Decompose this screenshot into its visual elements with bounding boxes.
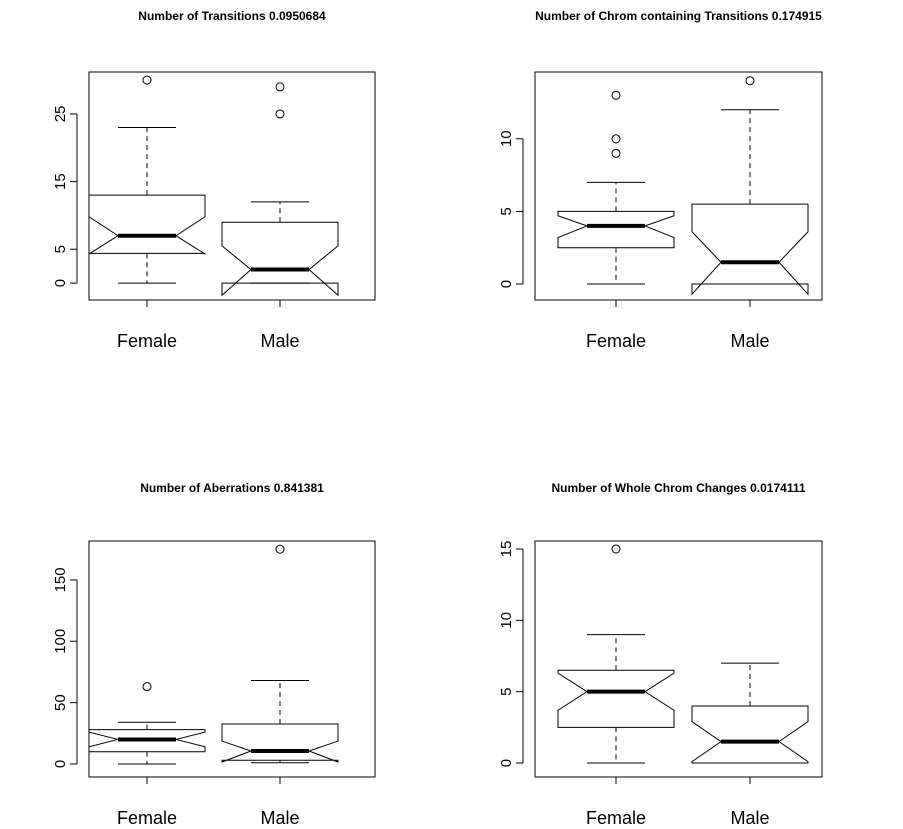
y-tick-label: 0	[498, 759, 515, 767]
outlier	[142, 682, 152, 692]
chart-title: Number of Chrom containing Transitions 0…	[535, 9, 822, 23]
x-tick-label: Male	[730, 808, 769, 828]
y-tick-label: 25	[52, 106, 69, 123]
box-body	[221, 723, 339, 763]
box-body	[88, 729, 206, 753]
y-tick-label: 15	[52, 173, 69, 190]
x-tick-label: Male	[730, 331, 769, 351]
x-tick-label: Male	[260, 331, 299, 351]
box-body	[557, 210, 675, 249]
box-body	[557, 669, 675, 728]
x-tick-label: Male	[260, 808, 299, 828]
outlier	[611, 134, 621, 144]
y-tick-label: 150	[52, 567, 69, 592]
outlier	[275, 544, 285, 554]
x-tick-label: Female	[586, 331, 646, 351]
y-tick-label: 5	[498, 207, 515, 215]
y-tick-label: 0	[52, 760, 69, 768]
box-body	[88, 194, 206, 255]
y-tick-label: 10	[498, 612, 515, 629]
x-tick-label: Female	[117, 808, 177, 828]
x-tick-label: Female	[117, 331, 177, 351]
plot-frame	[88, 540, 376, 778]
y-tick-label: 5	[52, 245, 69, 253]
y-tick-label: 100	[52, 629, 69, 654]
x-tick-label: Female	[586, 808, 646, 828]
y-tick-label: 50	[52, 694, 69, 711]
outlier	[611, 90, 621, 100]
chart-title: Number of Transitions 0.0950684	[138, 9, 326, 23]
chart-title: Number of Aberrations 0.841381	[140, 481, 324, 495]
plot-frame	[88, 71, 376, 301]
box-body	[691, 203, 809, 296]
y-tick-label: 0	[52, 279, 69, 287]
box-body	[221, 221, 339, 297]
outlier	[611, 544, 621, 554]
plot-frame	[534, 71, 823, 301]
outlier	[745, 76, 755, 86]
plot-frame	[534, 540, 823, 778]
outlier	[142, 75, 152, 85]
y-tick-label: 5	[498, 688, 515, 696]
outlier	[611, 148, 621, 158]
y-tick-label: 0	[498, 280, 515, 288]
y-tick-label: 15	[498, 541, 515, 558]
outlier	[275, 82, 285, 92]
y-tick-label: 10	[498, 130, 515, 147]
outlier	[275, 109, 285, 119]
chart-title: Number of Whole Chrom Changes 0.0174111	[551, 481, 805, 495]
box-body	[691, 705, 809, 764]
